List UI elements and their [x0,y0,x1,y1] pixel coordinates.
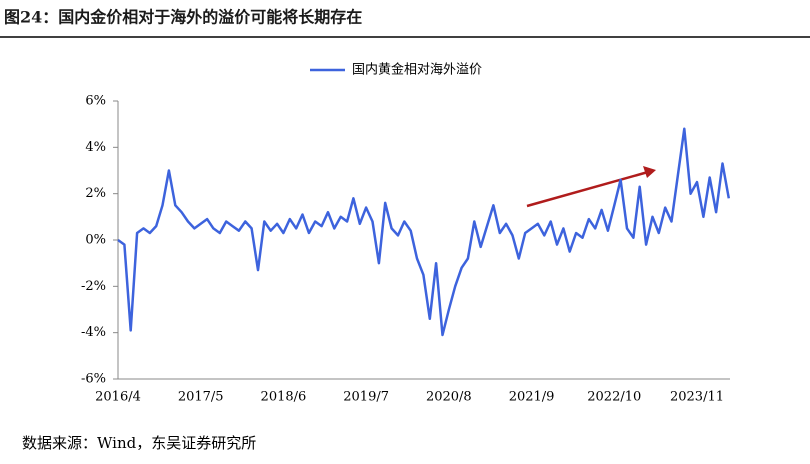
trend-arrow-head [643,166,656,178]
x-tick-label: 2022/10 [587,390,641,405]
y-tick-label: 0% [85,233,106,248]
x-tick-label: 2018/6 [261,390,307,405]
legend-label: 国内黄金相对海外溢价 [352,62,482,78]
x-tick-label: 2019/7 [343,390,389,405]
x-tick-label: 2021/9 [509,390,555,405]
data-line [117,127,731,337]
x-tick-label: 2016/4 [95,390,141,405]
trend-arrow [526,170,649,208]
x-tick-label: 2020/8 [426,390,472,405]
y-tick-label: 2% [85,186,106,201]
y-tick-label: -2% [81,279,106,294]
y-tick-label: 4% [85,140,106,155]
x-tick-label: 2023/11 [670,390,724,405]
x-tick-label: 2017/5 [178,390,224,405]
y-tick-label: 6% [85,94,106,109]
chart-title: 图24：国内金价相对于海外的溢价可能将长期存在 [4,8,362,27]
source: 数据来源：Wind，东吴证券研究所 [22,434,256,452]
y-tick-label: -4% [81,325,106,340]
y-tick-label: -6% [81,372,106,387]
